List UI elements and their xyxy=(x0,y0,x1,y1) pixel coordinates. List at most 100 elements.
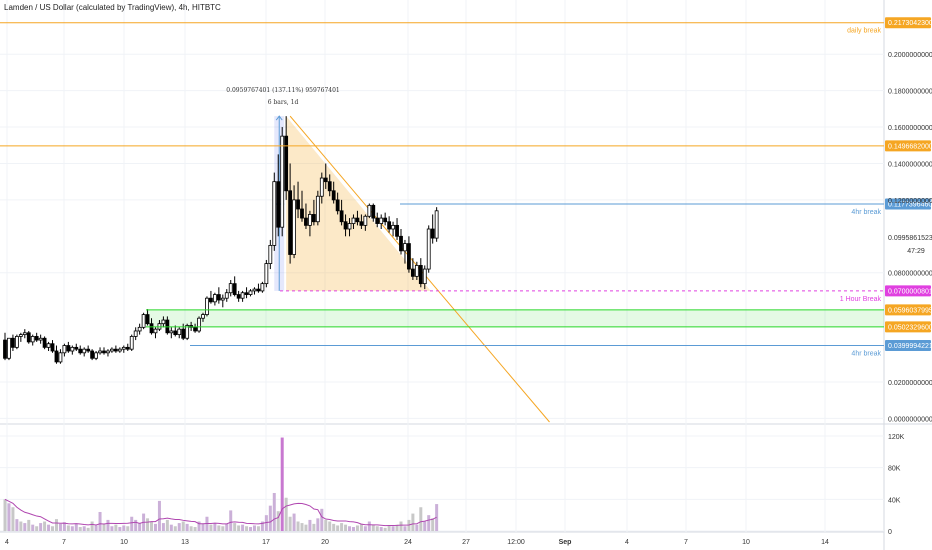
candle xyxy=(121,346,126,350)
candle xyxy=(300,208,304,219)
level-note: 4hr break xyxy=(851,351,881,358)
support-zone xyxy=(146,309,884,327)
time-tick-label: 27 xyxy=(462,539,470,546)
candle xyxy=(335,199,340,212)
candle xyxy=(395,224,399,237)
candle xyxy=(197,317,201,332)
price-tick-label: 0.0200000000 xyxy=(888,380,932,387)
candle xyxy=(375,217,380,224)
candle xyxy=(315,195,320,223)
candle xyxy=(220,297,225,301)
volume-bar xyxy=(272,492,276,531)
volume-bar xyxy=(110,526,114,531)
volume-bar xyxy=(316,518,320,531)
volume-bar xyxy=(245,526,249,531)
volume-bar xyxy=(15,519,19,531)
price-tick-label: 0.2000000000 xyxy=(888,52,932,59)
candle xyxy=(292,199,296,255)
volume-bar xyxy=(252,525,256,531)
volume-bar xyxy=(150,521,154,531)
candle xyxy=(391,224,395,230)
candle xyxy=(62,345,67,354)
level-note: daily break xyxy=(847,28,881,35)
volume-bar xyxy=(415,524,419,531)
candle xyxy=(22,332,27,336)
candle xyxy=(216,294,221,301)
volume-bar xyxy=(284,497,288,531)
price-tick-label: 0.0800000000 xyxy=(888,271,932,278)
candle xyxy=(42,337,47,348)
candle xyxy=(58,352,63,363)
chart-title: Lamden / US Dollar (calculated by Tradin… xyxy=(4,3,221,12)
volume-tick-label: 40K xyxy=(888,497,901,504)
volume-bar xyxy=(161,523,165,531)
candle xyxy=(169,330,174,334)
candle xyxy=(244,292,249,295)
volume-bar xyxy=(177,523,181,531)
volume-bar xyxy=(7,503,11,531)
candle xyxy=(145,314,150,325)
zone-layer xyxy=(146,309,884,327)
volume-bar xyxy=(23,523,27,531)
candle xyxy=(327,181,332,192)
level-price-tag xyxy=(885,340,931,352)
level-price-tag xyxy=(885,285,931,297)
candle xyxy=(7,337,11,359)
candle xyxy=(137,326,142,332)
candle xyxy=(106,350,110,354)
candle xyxy=(276,181,281,228)
candle xyxy=(339,210,344,223)
volume-bar xyxy=(403,526,407,531)
candle xyxy=(133,330,138,337)
volume-bar xyxy=(419,507,423,531)
volume-bar xyxy=(102,523,106,531)
candle xyxy=(173,330,178,336)
candle xyxy=(284,135,289,192)
volume-bar xyxy=(138,523,142,531)
volume-bar xyxy=(379,527,383,531)
candle xyxy=(359,221,364,226)
volume-bar xyxy=(39,523,43,531)
volume-bar xyxy=(86,527,90,531)
volume-bar xyxy=(3,499,7,531)
volume-bar xyxy=(260,521,264,531)
volume-bar xyxy=(82,526,86,531)
candle xyxy=(355,217,360,223)
volume-bar xyxy=(157,500,161,531)
candle xyxy=(280,135,285,228)
candle xyxy=(38,337,43,341)
time-tick-label: 24 xyxy=(404,539,412,546)
candle xyxy=(50,343,55,352)
candle xyxy=(94,352,98,359)
candle xyxy=(125,346,130,350)
volume-bar xyxy=(185,523,189,531)
candle xyxy=(430,228,435,239)
candle xyxy=(407,243,411,270)
volume-bar xyxy=(280,437,284,531)
volume-bar xyxy=(241,524,245,531)
volume-bar xyxy=(336,525,340,531)
axes-layer: 0.0995861523 47:29 0.2000000000 0.180000000… xyxy=(5,52,932,546)
volume-bar xyxy=(70,526,74,531)
candle xyxy=(129,336,134,350)
candle xyxy=(387,221,392,230)
time-tick-label: 4 xyxy=(5,539,9,546)
candle xyxy=(410,268,415,277)
volume-bar xyxy=(332,523,336,531)
volume-bar xyxy=(395,524,399,531)
volume-bar xyxy=(249,527,253,531)
level-price-tag xyxy=(885,198,931,210)
levels-layer: 0.2173042300 daily break 0.1496682000 0.117… xyxy=(0,17,932,358)
volume-bar xyxy=(126,526,130,531)
level-price-label: 0.0596037995 xyxy=(888,307,932,314)
price-tick-label: 0.1400000000 xyxy=(888,161,932,168)
volume-tick-label: 0 xyxy=(888,529,892,536)
volume-bar xyxy=(217,525,221,531)
candle xyxy=(82,348,87,354)
candle xyxy=(224,292,229,299)
volume-bar xyxy=(355,525,359,531)
candle xyxy=(264,263,269,285)
candle xyxy=(113,348,118,352)
volume-bar xyxy=(27,519,31,531)
